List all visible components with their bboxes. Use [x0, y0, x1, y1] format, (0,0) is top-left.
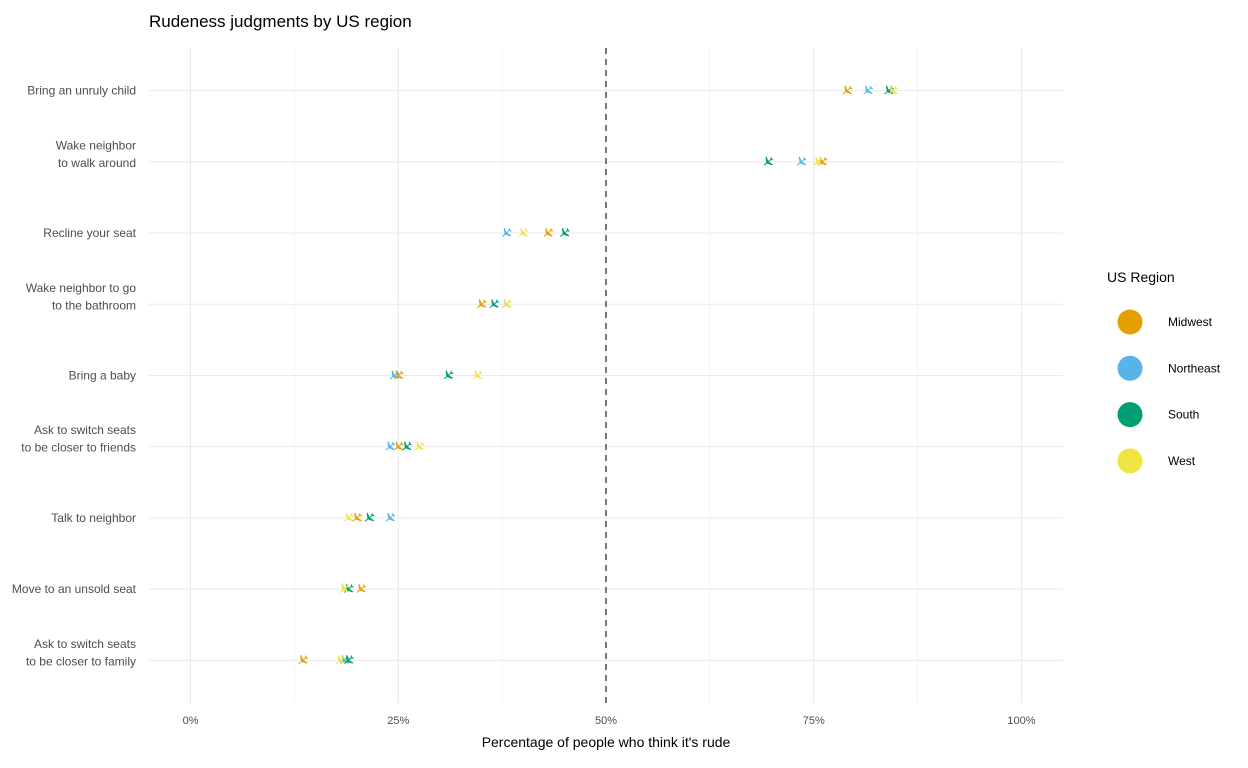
legend-label: West — [1168, 454, 1196, 468]
legend-key — [1117, 355, 1143, 381]
x-tick-label: 25% — [387, 715, 409, 727]
category-label: Bring a baby — [69, 369, 136, 383]
legend-key — [1117, 402, 1143, 428]
category-labels: Bring an unruly child Wake neighbor to wal… — [12, 84, 137, 669]
category-label: Ask to switch seats to be closer to famil… — [26, 637, 136, 669]
x-axis-title: Percentage of people who think it's rude — [482, 734, 731, 750]
chart-title: Rudeness judgments by US region — [149, 12, 412, 31]
category-label: Recline your seat — [43, 226, 136, 240]
legend-title: US Region — [1107, 269, 1175, 285]
legend-key — [1117, 309, 1143, 335]
category-label: Ask to switch seats to be closer to frien… — [21, 423, 136, 455]
legend-label: Midwest — [1168, 315, 1213, 329]
x-tick-labels: 0% 25% 50% 75% 100% — [183, 715, 1036, 727]
x-tick-label: 75% — [803, 715, 825, 727]
x-tick-label: 0% — [183, 715, 199, 727]
x-tick-label: 100% — [1007, 715, 1035, 727]
category-label: Talk to neighbor — [51, 511, 136, 525]
grid — [149, 48, 1063, 703]
category-label: Wake neighbor to walk around — [56, 138, 136, 170]
category-label: Bring an unruly child — [27, 84, 136, 98]
legend-label: Northeast — [1168, 361, 1221, 375]
category-label: Wake neighbor to go to the bathroom — [26, 281, 137, 313]
x-tick-label: 50% — [595, 715, 617, 727]
legend-key — [1117, 448, 1143, 474]
legend-label: South — [1168, 408, 1199, 422]
legend: US Region Midwest Northeast South West — [1107, 269, 1221, 474]
category-label: Move to an unsold seat — [12, 582, 137, 596]
